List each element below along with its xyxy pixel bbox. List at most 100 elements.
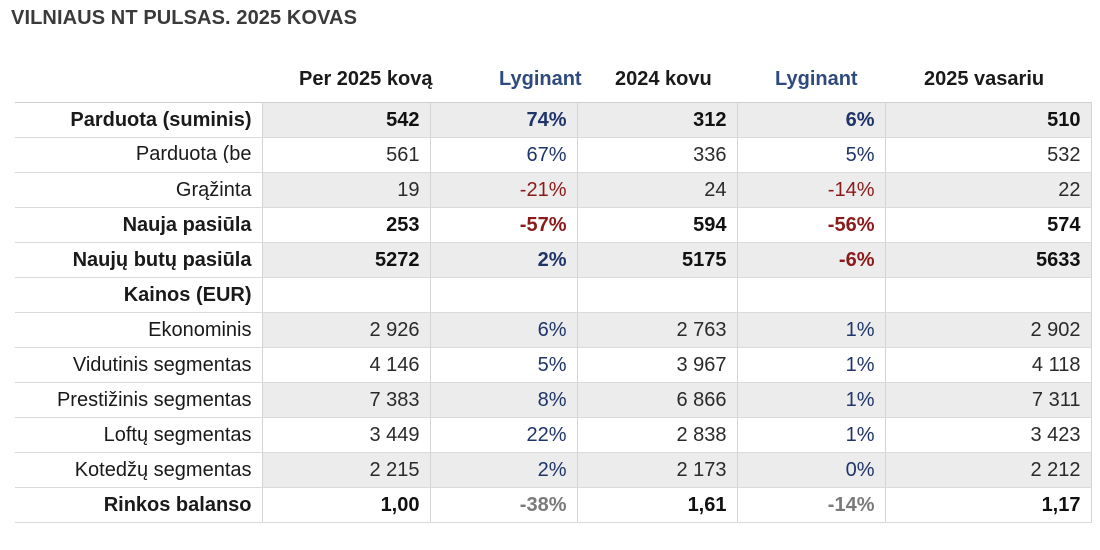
change-vs-last-year-cell: -57% — [430, 207, 578, 243]
value-last-month-cell: 5633 — [885, 242, 1092, 278]
row-label-text: Ekonominis — [148, 318, 252, 341]
value-last-year-cell: 5175 — [577, 242, 738, 278]
change-vs-last-month-cell: -14% — [737, 487, 886, 523]
row-label-text: Rinkos balanso — [103, 493, 252, 516]
change-vs-last-year-cell: 2% — [430, 452, 578, 488]
value-last-month-cell: 4 118 — [885, 347, 1092, 383]
value-last-year-cell: 2 763 — [577, 312, 738, 348]
value-current-cell: 3 449 — [261, 417, 431, 453]
pulse-table: Parduota (suminis) 542 74% 312 6% 510 Parduota… — [15, 102, 1092, 523]
change-vs-last-month-cell: -6% — [737, 242, 886, 278]
value-last-month-cell: 2 902 — [885, 312, 1092, 348]
change-vs-last-month-cell: 1% — [737, 312, 886, 348]
value-last-year-cell: 6 866 — [577, 382, 738, 418]
value-current-cell: 561 — [261, 137, 431, 173]
row-label-text: Parduota (be — [135, 143, 252, 163]
value-current-cell: 5272 — [261, 242, 431, 278]
value-last-year-cell: 3 967 — [577, 347, 738, 383]
value-last-month-cell: 532 — [885, 137, 1092, 173]
table-row: Ekonominis 2 926 6% 2 763 1% 2 902 — [15, 312, 1092, 348]
row-label: Prestižinis segmentas — [15, 382, 263, 418]
table-row: Vidutinis segmentas 4 146 5% 3 967 1% 4 118 — [15, 347, 1092, 383]
row-label-text: Kainos (EUR) — [123, 283, 252, 306]
row-label: Naujų butų pasiūla — [15, 242, 263, 278]
row-label-text: Naujų butų pasiūla — [72, 248, 252, 271]
row-label: Ekonominis — [15, 312, 263, 348]
change-vs-last-month-cell: -14% — [737, 172, 886, 208]
change-vs-last-year-cell: 5% — [430, 347, 578, 383]
change-vs-last-month-cell: 6% — [737, 102, 886, 138]
table-row: Parduota (suminis) 542 74% 312 6% 510 — [15, 102, 1092, 138]
change-vs-last-month-cell: 1% — [737, 417, 886, 453]
table-row: Loftų segmentas 3 449 22% 2 838 1% 3 423 — [15, 417, 1092, 453]
table-row: Naujų butų pasiūla 5272 2% 5175 -6% 5633 — [15, 242, 1092, 278]
change-vs-last-year-cell: -38% — [430, 487, 578, 523]
value-last-month-cell: 2 212 — [885, 452, 1092, 488]
row-label-text: Loftų segmentas — [103, 423, 252, 446]
value-last-month-cell: 3 423 — [885, 417, 1092, 453]
value-current-cell: 7 383 — [261, 382, 431, 418]
change-vs-last-year-cell: 6% — [430, 312, 578, 348]
value-current-cell: 542 — [261, 102, 431, 138]
change-vs-last-month-cell: 1% — [737, 382, 886, 418]
value-current-cell: 253 — [261, 207, 431, 243]
value-current-cell: 4 146 — [261, 347, 431, 383]
value-current-cell: 2 926 — [261, 312, 431, 348]
value-last-month-cell: 574 — [885, 207, 1092, 243]
value-current-cell: 19 — [261, 172, 431, 208]
row-label-text: Parduota (suminis) — [70, 108, 252, 131]
header-compare-1: Lyginant — [499, 68, 582, 90]
change-vs-last-year-cell — [430, 277, 578, 313]
value-current-cell: 2 215 — [261, 452, 431, 488]
header-prev-year: 2024 kovu — [615, 68, 712, 90]
table-row: Kotedžų segmentas 2 215 2% 2 173 0% 2 212 — [15, 452, 1092, 488]
value-last-month-cell: 7 311 — [885, 382, 1092, 418]
table-row: Grąžinta 19 -21% 24 -14% 22 — [15, 172, 1092, 208]
value-current-cell: 1,00 — [261, 487, 431, 523]
change-vs-last-month-cell — [737, 277, 886, 313]
value-last-year-cell: 2 838 — [577, 417, 738, 453]
value-last-month-cell: 22 — [885, 172, 1092, 208]
change-vs-last-year-cell: 2% — [430, 242, 578, 278]
value-last-month-cell: 510 — [885, 102, 1092, 138]
value-last-year-cell: 1,61 — [577, 487, 738, 523]
row-label-text: Vidutinis segmentas — [72, 353, 252, 376]
row-label: Loftų segmentas — [15, 417, 263, 453]
change-vs-last-month-cell: 1% — [737, 347, 886, 383]
row-label-text: Grąžinta — [175, 178, 252, 201]
row-label: Nauja pasiūla — [15, 207, 263, 243]
row-label: Kainos (EUR) — [15, 277, 263, 313]
row-label: Parduota (be — [15, 137, 263, 173]
change-vs-last-month-cell: 5% — [737, 137, 886, 173]
change-vs-last-year-cell: 8% — [430, 382, 578, 418]
table-row: Parduota (be 561 67% 336 5% 532 — [15, 137, 1092, 173]
change-vs-last-year-cell: 67% — [430, 137, 578, 173]
value-last-month-cell — [885, 277, 1092, 313]
change-vs-last-year-cell: 74% — [430, 102, 578, 138]
row-label: Grąžinta — [15, 172, 263, 208]
row-label: Rinkos balanso — [15, 487, 263, 523]
row-label-text: Prestižinis segmentas — [56, 388, 252, 411]
header-current-period: Per 2025 kovą — [299, 68, 433, 90]
header-compare-2: Lyginant — [775, 68, 858, 90]
change-vs-last-year-cell: -21% — [430, 172, 578, 208]
table-row: Kainos (EUR) — [15, 277, 1092, 313]
row-label: Vidutinis segmentas — [15, 347, 263, 383]
table-row: Rinkos balanso 1,00 -38% 1,61 -14% 1,17 — [15, 487, 1092, 523]
change-vs-last-month-cell: 0% — [737, 452, 886, 488]
value-last-year-cell: 594 — [577, 207, 738, 243]
page-title: VILNIAUS NT PULSAS. 2025 KOVAS — [11, 7, 358, 29]
row-label-text: Nauja pasiūla — [122, 213, 252, 236]
row-label: Parduota (suminis) — [15, 102, 263, 138]
change-vs-last-year-cell: 22% — [430, 417, 578, 453]
value-last-year-cell — [577, 277, 738, 313]
value-last-year-cell: 312 — [577, 102, 738, 138]
value-last-year-cell: 2 173 — [577, 452, 738, 488]
value-last-year-cell: 24 — [577, 172, 738, 208]
row-label: Kotedžų segmentas — [15, 452, 263, 488]
value-last-year-cell: 336 — [577, 137, 738, 173]
change-vs-last-month-cell: -56% — [737, 207, 886, 243]
table-row: Prestižinis segmentas 7 383 8% 6 866 1% 7 311 — [15, 382, 1092, 418]
value-last-month-cell: 1,17 — [885, 487, 1092, 523]
row-label-text: Kotedžų segmentas — [74, 458, 252, 481]
